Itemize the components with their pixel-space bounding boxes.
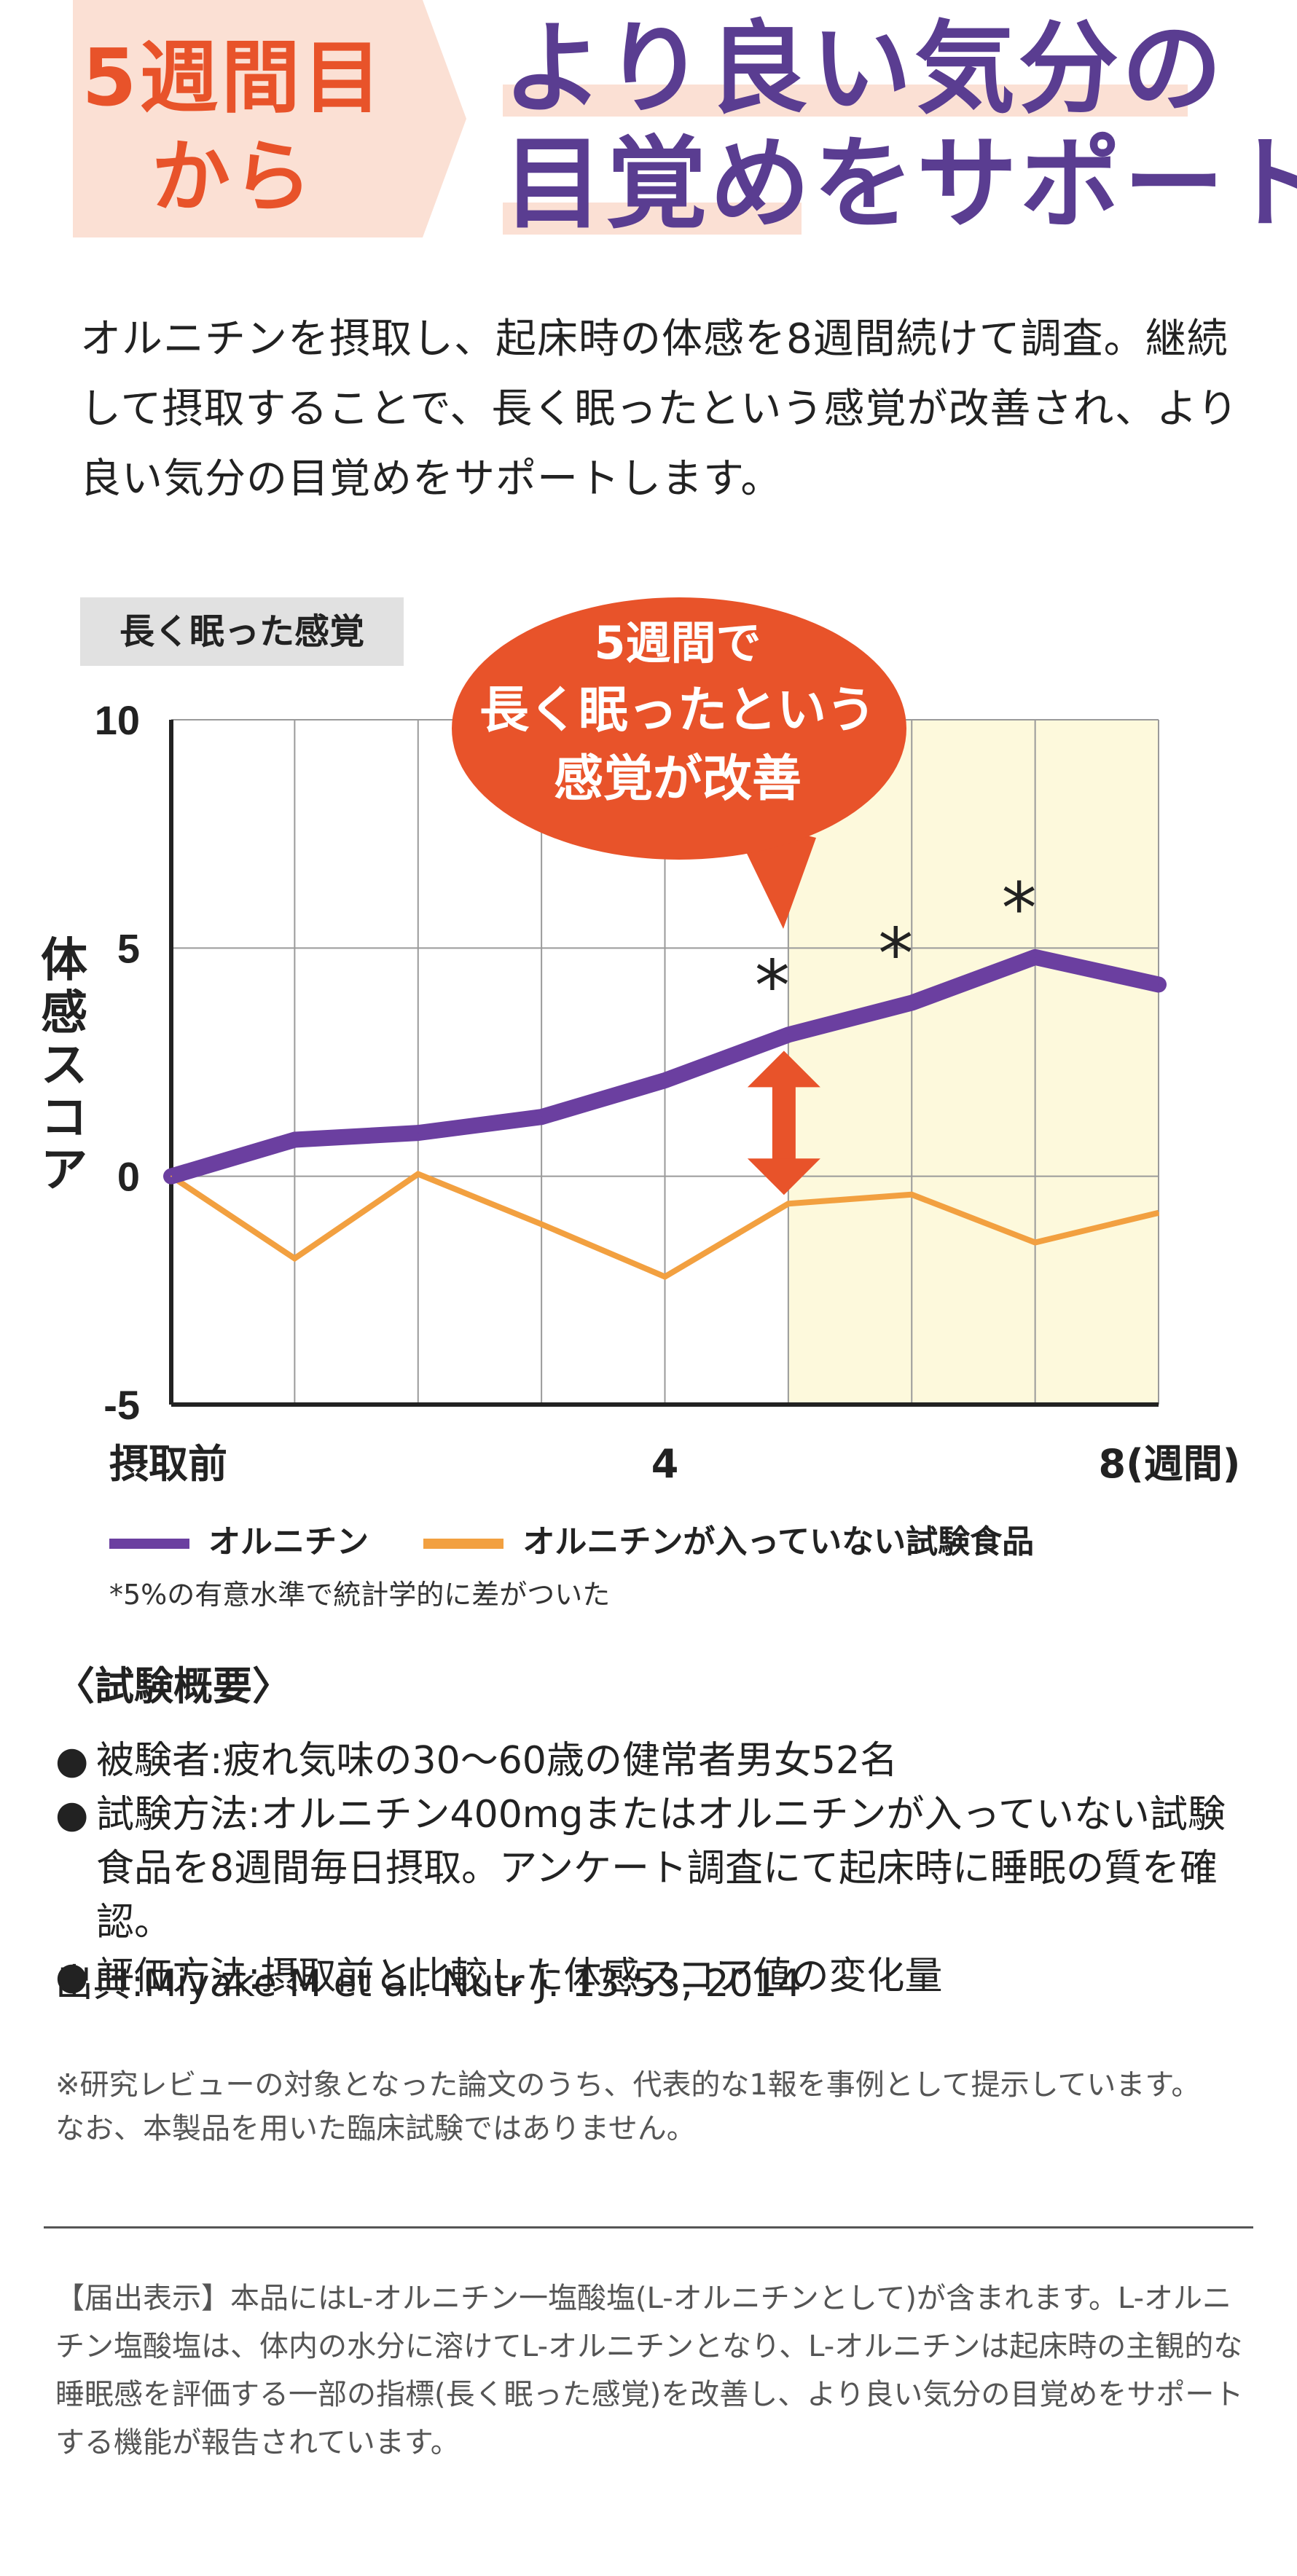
- significance-marker: *: [878, 914, 913, 995]
- y-tick-label: 5: [117, 925, 140, 971]
- title-line2: 目覚めをサポート: [503, 125, 1297, 243]
- data-point-placebo: [541, 1223, 543, 1225]
- data-point-placebo: [1034, 1241, 1036, 1244]
- y-axis-label-char: 体: [41, 934, 87, 988]
- data-point-placebo: [911, 1193, 913, 1195]
- bullet-icon: ●: [55, 1955, 89, 1998]
- data-point-ornithine: [417, 1132, 419, 1134]
- bullet-icon: ●: [55, 1739, 89, 1783]
- legend-label-ornithine: オルニチン: [208, 1523, 369, 1560]
- data-point-ornithine: [1034, 956, 1036, 958]
- title-line1: より良い気分の: [503, 10, 1226, 127]
- summary-title: 〈試験概要〉: [55, 1663, 291, 1709]
- note-line1: ※研究レビューの対象となった論文のうち、代表的な1報を事例として提示しています。: [55, 2068, 1201, 2102]
- data-point-ornithine: [541, 1116, 543, 1118]
- y-axis-label-char: コ: [41, 1091, 87, 1145]
- y-tick-label: 10: [95, 697, 140, 743]
- source-citation: 出典:Miyake M et al. Nutr J. 13:53, 2014: [55, 1962, 802, 2006]
- y-tick-label: -5: [103, 1382, 140, 1428]
- data-point-ornithine: [664, 1080, 666, 1082]
- y-axis-label-char: 感: [41, 986, 87, 1040]
- data-point-ornithine: [294, 1139, 296, 1141]
- bullet-icon: ●: [55, 1793, 89, 1837]
- x-tick-label: 4: [651, 1441, 679, 1487]
- intro-text: オルニチンを摂取し、起床時の体感を8週間続けて調査。継続して摂取することで、長く…: [80, 315, 1239, 503]
- y-axis-label-char: ス: [41, 1039, 87, 1093]
- data-point-placebo: [417, 1173, 419, 1175]
- difference-arrow-shaft: [772, 1083, 796, 1163]
- data-point-placebo: [664, 1276, 666, 1278]
- callout-bubble: [452, 597, 906, 860]
- title-highlight-1: [503, 85, 1188, 117]
- title-highlight-2: [503, 203, 802, 235]
- legend-item-ornithine: オルニチン: [109, 1515, 369, 1562]
- summary-list: ● 被験者:疲れ気味の30〜60歳の健常者男女52名 ● 試験方法:オルニチン400…: [55, 1734, 1250, 2003]
- week-badge-text: 5週間目 から: [73, 29, 393, 227]
- significance-marker: *: [1002, 868, 1037, 949]
- data-point-ornithine: [1158, 983, 1159, 986]
- data-point-placebo: [171, 1175, 172, 1177]
- chart-footnote: *5%の有意水準で統計学的に差がついた: [109, 1579, 611, 1611]
- difference-arrow-head-up: [747, 1051, 820, 1088]
- week-badge: [73, 0, 466, 237]
- filing-statement: 【届出表示】本品にはL-オルニチン一塩酸塩(L-オルニチンとして)が含まれます。…: [55, 2282, 1244, 2459]
- callout-line-3: 感覚が改善: [554, 750, 802, 808]
- summary-item: ● 被験者:疲れ気味の30〜60歳の健常者男女52名: [55, 1734, 1250, 1788]
- week-badge-line2: から: [151, 132, 315, 223]
- data-point-ornithine: [787, 1034, 789, 1036]
- x-tick-label: 摂取前: [109, 1441, 227, 1487]
- notes: ※研究レビューの対象となった論文のうち、代表的な1報を事例として提示しています。…: [55, 2063, 1250, 2151]
- x-tick-label: 8(週間): [1099, 1441, 1241, 1487]
- significance-marker: *: [755, 945, 790, 1026]
- highlight-region: [788, 720, 1159, 1405]
- callout-line-2: 長く眠ったという: [479, 682, 876, 739]
- summary-item: ● 試験方法:オルニチン400mgまたはオルニチンが入っていない試験食品を8週間毎…: [55, 1788, 1250, 1949]
- legend-label-placebo: オルニチンが入っていない試験食品: [522, 1523, 1035, 1560]
- y-axis-label-char: ア: [41, 1144, 87, 1198]
- data-point-placebo: [1158, 1212, 1159, 1214]
- data-point-ornithine: [911, 1002, 913, 1004]
- legend-item-placebo: オルニチンが入っていない試験食品: [423, 1515, 1034, 1562]
- divider: [44, 2226, 1253, 2229]
- legend-swatch-placebo: [423, 1539, 504, 1549]
- difference-arrow-head-down: [747, 1158, 820, 1195]
- chart-legend: オルニチン オルニチンが入っていない試験食品: [109, 1515, 1078, 1562]
- summary-item: ● 評価方法:摂取前と比較した体感スコア値の変化量: [55, 1949, 1250, 2003]
- data-point-placebo: [787, 1203, 789, 1205]
- legend-swatch-ornithine: [109, 1539, 189, 1549]
- data-point-placebo: [294, 1257, 296, 1260]
- chart-title: 長く眠った感覚: [80, 597, 404, 666]
- week-badge-line1: 5週間目: [82, 33, 385, 124]
- callout-line-1: 5週間で: [594, 616, 761, 669]
- y-tick-label: 0: [117, 1154, 140, 1200]
- note-line2: なお、本製品を用いた臨床試験ではありません。: [55, 2112, 696, 2145]
